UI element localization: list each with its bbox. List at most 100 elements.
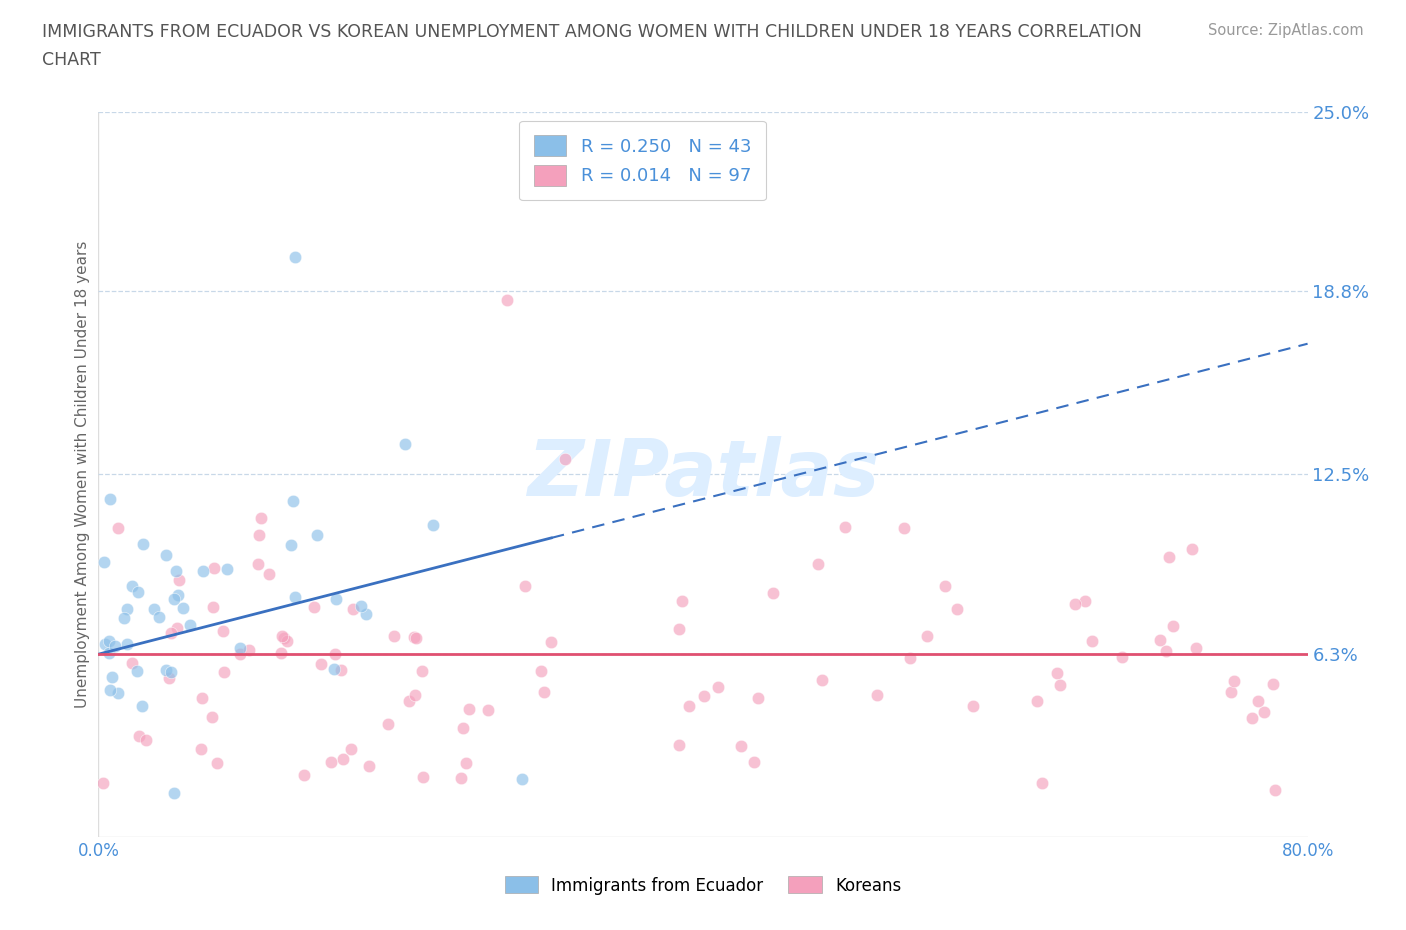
- Point: [217, 562, 239, 577]
- Legend: Immigrants from Ecuador, Koreans: Immigrants from Ecuador, Koreans: [498, 870, 908, 901]
- Point: [1049, 677, 1071, 692]
- Point: [1181, 542, 1204, 557]
- Point: [742, 754, 765, 769]
- Point: [202, 561, 225, 576]
- Point: [530, 664, 553, 679]
- Point: [117, 637, 139, 652]
- Point: [1074, 593, 1097, 608]
- Point: [893, 521, 915, 536]
- Point: [250, 511, 273, 525]
- Point: [1149, 632, 1171, 647]
- Point: [107, 520, 129, 535]
- Point: [302, 599, 325, 614]
- Point: [325, 591, 347, 606]
- Point: [112, 610, 135, 625]
- Point: [201, 600, 224, 615]
- Point: [100, 670, 122, 684]
- Point: [458, 702, 481, 717]
- Y-axis label: Unemployment Among Women with Children Under 18 years: Unemployment Among Women with Children U…: [75, 241, 90, 708]
- Point: [453, 721, 475, 736]
- Text: Source: ZipAtlas.com: Source: ZipAtlas.com: [1208, 23, 1364, 38]
- Point: [191, 563, 214, 578]
- Point: [1263, 676, 1285, 691]
- Point: [280, 538, 302, 552]
- Point: [273, 631, 295, 645]
- Point: [238, 643, 260, 658]
- Point: [668, 737, 690, 752]
- Point: [246, 557, 269, 572]
- Point: [190, 741, 212, 756]
- Point: [1253, 704, 1275, 719]
- Point: [515, 578, 537, 593]
- Point: [1185, 641, 1208, 656]
- Point: [325, 646, 347, 661]
- Point: [166, 621, 188, 636]
- Text: CHART: CHART: [42, 51, 101, 69]
- Point: [284, 589, 307, 604]
- Point: [405, 631, 427, 645]
- Point: [1247, 694, 1270, 709]
- Point: [762, 586, 785, 601]
- Point: [98, 646, 121, 661]
- Point: [678, 698, 700, 713]
- Point: [271, 629, 294, 644]
- Point: [554, 452, 576, 467]
- Point: [257, 566, 280, 581]
- Point: [211, 623, 233, 638]
- Point: [167, 588, 190, 603]
- Point: [510, 772, 533, 787]
- Point: [212, 664, 235, 679]
- Point: [834, 519, 856, 534]
- Point: [155, 662, 177, 677]
- Point: [323, 661, 346, 676]
- Point: [163, 786, 186, 801]
- Point: [962, 698, 984, 713]
- Point: [100, 492, 122, 507]
- Point: [104, 639, 127, 654]
- Point: [131, 537, 153, 551]
- Point: [898, 650, 921, 665]
- Point: [117, 601, 139, 616]
- Point: [411, 664, 433, 679]
- Point: [340, 741, 363, 756]
- Point: [1031, 776, 1053, 790]
- Point: [412, 769, 434, 784]
- Point: [94, 636, 117, 651]
- Point: [422, 517, 444, 532]
- Point: [309, 657, 332, 671]
- Point: [160, 664, 183, 679]
- Point: [284, 249, 307, 264]
- Point: [281, 494, 304, 509]
- Point: [382, 629, 405, 644]
- Point: [1046, 665, 1069, 680]
- Point: [692, 688, 714, 703]
- Point: [148, 609, 170, 624]
- Point: [811, 672, 834, 687]
- Point: [866, 687, 889, 702]
- Point: [127, 584, 149, 599]
- Point: [205, 756, 228, 771]
- Point: [1223, 673, 1246, 688]
- Point: [1219, 685, 1241, 700]
- Point: [533, 684, 555, 699]
- Point: [143, 601, 166, 616]
- Point: [276, 633, 298, 648]
- Point: [165, 564, 187, 578]
- Point: [342, 601, 364, 616]
- Point: [456, 755, 478, 770]
- Point: [1111, 650, 1133, 665]
- Point: [191, 691, 214, 706]
- Point: [125, 663, 148, 678]
- Point: [159, 626, 181, 641]
- Point: [495, 293, 517, 308]
- Point: [402, 629, 425, 644]
- Point: [229, 646, 252, 661]
- Point: [107, 686, 129, 701]
- Point: [671, 593, 693, 608]
- Point: [121, 578, 143, 593]
- Point: [934, 578, 956, 593]
- Point: [1154, 644, 1177, 658]
- Point: [121, 656, 143, 671]
- Point: [915, 629, 938, 644]
- Point: [1026, 693, 1049, 708]
